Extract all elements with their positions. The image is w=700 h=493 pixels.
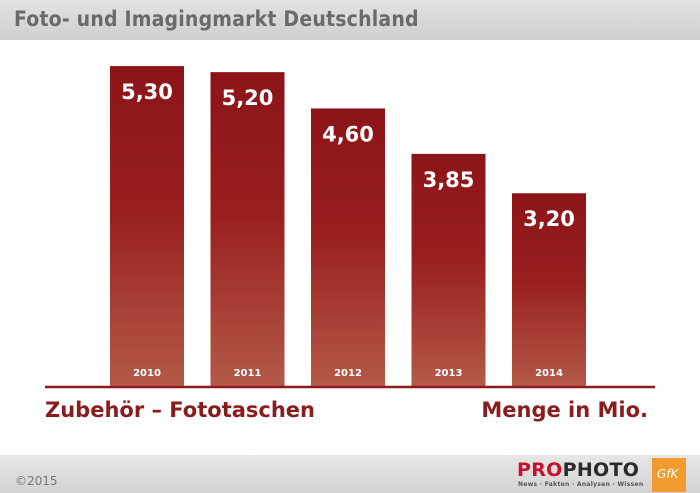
prophoto-logo: PROPHOTO News · Fakten · Analysen · Wiss… [517, 459, 643, 491]
bar-value-label: 5,20 [222, 86, 274, 110]
bar-chart: 5,30 2010 5,20 2011 4,60 2012 3,85 2013 3,20 2014 [45, 66, 655, 389]
bar-year-label: 2010 [133, 368, 161, 379]
bar-2012 [311, 108, 385, 387]
bar-year-label: 2011 [234, 368, 262, 379]
bar-2013 [411, 153, 486, 387]
bar-2014 [512, 193, 586, 387]
footer-bar [0, 455, 700, 493]
bar-value-label: 3,20 [523, 207, 575, 231]
gfk-text: GfK [657, 467, 679, 481]
bar-2011 [210, 72, 285, 387]
bar-year-label: 2014 [535, 368, 563, 379]
bar-year-label: 2012 [334, 368, 362, 379]
bar-value-label: 5,30 [121, 80, 173, 104]
bar-2010 [110, 66, 184, 388]
bar-value-label: 3,85 [423, 168, 475, 192]
header-bar: Foto- und Imagingmarkt Deutschland [0, 0, 700, 40]
copyright-text: ©2015 [15, 474, 58, 488]
bar-year-label: 2013 [435, 368, 463, 379]
brand-photo: PHOTO [562, 459, 640, 481]
bar-value-label: 4,60 [322, 122, 374, 146]
brand-tagline: News · Fakten · Analysen · Wissen [518, 481, 644, 488]
bars-group: 5,30 2010 5,20 2011 4,60 2012 3,85 2013 3,20 2014 [110, 66, 586, 388]
prophoto-wordmark: PROPHOTO [517, 459, 639, 481]
unit-label: Menge in Mio. [481, 398, 648, 422]
brand-pro: PRO [517, 459, 563, 481]
gfk-logo: GfK [652, 458, 686, 492]
category-label: Zubehör – Fototaschen [45, 398, 315, 422]
page-title: Foto- und Imagingmarkt Deutschland [14, 7, 419, 31]
